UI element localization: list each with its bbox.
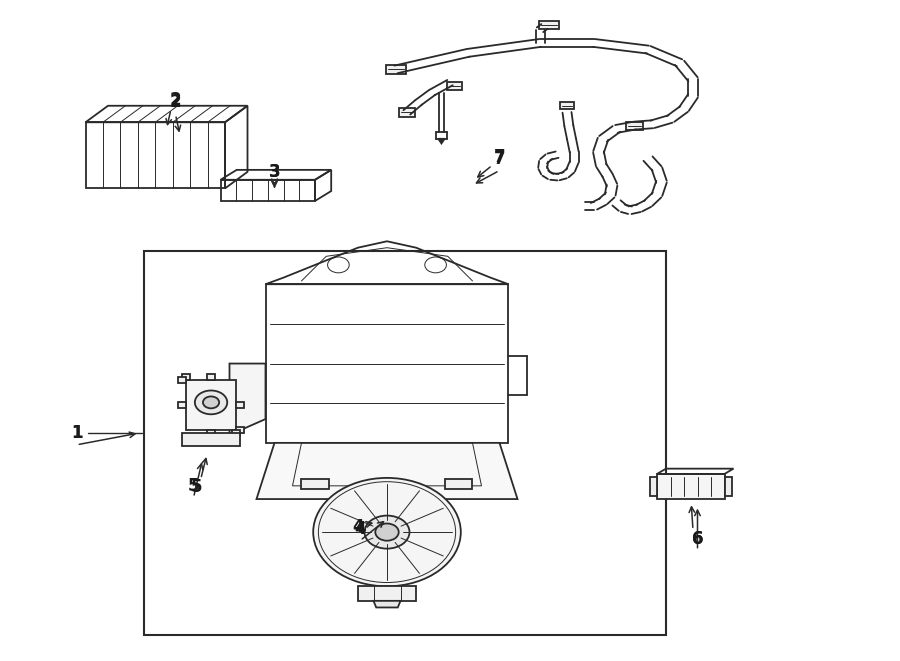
Polygon shape xyxy=(186,380,236,430)
Text: 2: 2 xyxy=(170,93,181,112)
Polygon shape xyxy=(399,108,415,116)
Polygon shape xyxy=(626,122,643,130)
Text: 3: 3 xyxy=(269,163,280,181)
Circle shape xyxy=(313,478,461,586)
Polygon shape xyxy=(207,430,215,436)
Circle shape xyxy=(202,397,219,408)
Text: 5: 5 xyxy=(191,478,202,496)
Circle shape xyxy=(194,391,227,414)
Polygon shape xyxy=(447,82,462,90)
Polygon shape xyxy=(446,479,472,489)
Text: 3: 3 xyxy=(269,163,280,181)
Text: 1: 1 xyxy=(71,424,82,442)
Polygon shape xyxy=(302,479,328,489)
Polygon shape xyxy=(724,477,732,496)
Polygon shape xyxy=(657,474,724,499)
Text: 5: 5 xyxy=(188,477,199,495)
Text: 6: 6 xyxy=(692,529,703,548)
Polygon shape xyxy=(236,427,244,433)
Text: 4: 4 xyxy=(355,520,365,538)
Polygon shape xyxy=(256,443,518,499)
Text: 1: 1 xyxy=(71,424,82,442)
Polygon shape xyxy=(178,377,186,383)
Circle shape xyxy=(364,516,410,549)
Polygon shape xyxy=(182,433,240,446)
Polygon shape xyxy=(374,601,400,607)
Polygon shape xyxy=(386,65,406,74)
Polygon shape xyxy=(232,430,239,436)
Text: 7: 7 xyxy=(494,149,505,168)
Polygon shape xyxy=(650,477,657,496)
Polygon shape xyxy=(358,586,416,601)
Polygon shape xyxy=(560,102,574,109)
Polygon shape xyxy=(178,402,186,408)
Circle shape xyxy=(375,524,399,541)
Polygon shape xyxy=(207,374,215,380)
Text: 6: 6 xyxy=(692,529,703,548)
Polygon shape xyxy=(230,364,266,435)
Text: 2: 2 xyxy=(170,91,181,110)
Text: 7: 7 xyxy=(494,148,505,167)
Text: 4: 4 xyxy=(353,518,364,537)
Polygon shape xyxy=(236,402,244,408)
Polygon shape xyxy=(539,20,559,29)
Polygon shape xyxy=(182,374,191,380)
Polygon shape xyxy=(438,139,445,143)
